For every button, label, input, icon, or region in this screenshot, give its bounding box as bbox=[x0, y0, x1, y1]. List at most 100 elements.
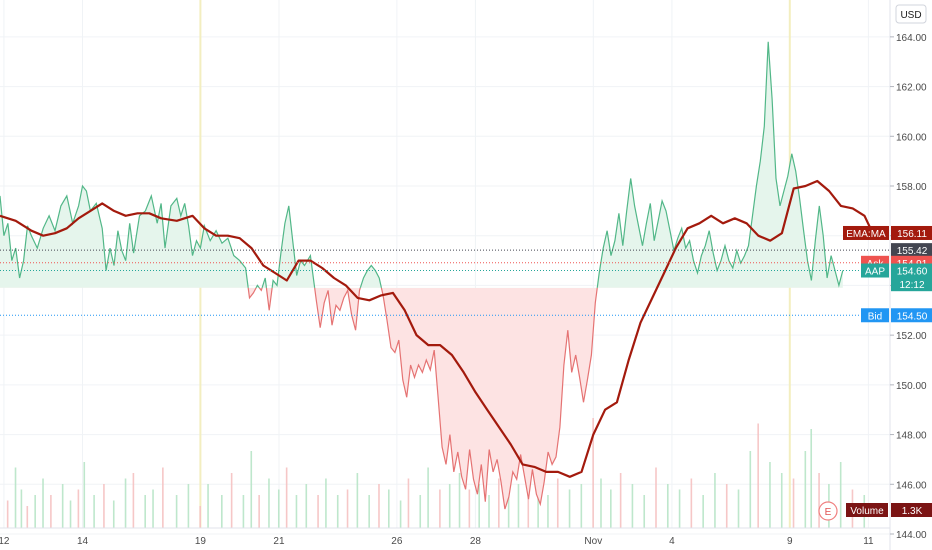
earnings-marker[interactable]: E bbox=[818, 501, 838, 521]
x-tick-label: 28 bbox=[470, 536, 482, 547]
volume-bar bbox=[277, 489, 280, 528]
price-tag-label: EMA:MA bbox=[846, 229, 886, 240]
x-tick-label: 12 bbox=[0, 536, 10, 547]
area-fill-above bbox=[0, 41, 843, 288]
x-tick-label: 21 bbox=[273, 536, 285, 547]
volume-bar bbox=[690, 478, 693, 528]
volume-bar bbox=[769, 462, 771, 528]
volume-bar bbox=[77, 489, 80, 528]
volume-bar bbox=[258, 495, 260, 528]
volume-bar bbox=[619, 473, 622, 528]
price-tag: 155.42 bbox=[891, 243, 932, 258]
volume-bar bbox=[478, 484, 480, 528]
volume-bar bbox=[714, 473, 716, 528]
volume-bar bbox=[725, 484, 728, 528]
volume-bar bbox=[643, 495, 646, 528]
volume-bar bbox=[547, 495, 549, 528]
volume-bar bbox=[93, 495, 95, 528]
volume-bar bbox=[325, 478, 327, 528]
y-tick-label: 148.00 bbox=[896, 431, 927, 442]
volume-bar bbox=[124, 478, 127, 528]
price-tag-box bbox=[891, 225, 932, 240]
volume-bar bbox=[792, 478, 795, 528]
volume-bar bbox=[678, 489, 681, 528]
currency-label: USD bbox=[900, 10, 921, 21]
volume-bar bbox=[592, 418, 594, 528]
volume-bar bbox=[317, 495, 319, 528]
volume-bar bbox=[580, 484, 583, 528]
volume-bar bbox=[537, 484, 539, 528]
ema-ma-path bbox=[0, 179, 872, 478]
currency-button[interactable]: USD bbox=[895, 4, 927, 24]
volume-bar bbox=[666, 484, 669, 528]
volume-bar bbox=[152, 489, 154, 528]
y-tick-label: 162.00 bbox=[896, 83, 927, 94]
x-tick-label: Nov bbox=[584, 536, 602, 547]
volume-bar bbox=[187, 484, 190, 528]
y-tick-label: 144.00 bbox=[896, 530, 927, 541]
volume-bar bbox=[103, 484, 105, 528]
volume-bar bbox=[399, 500, 402, 528]
volume-bar bbox=[517, 484, 520, 528]
volume-bar bbox=[83, 462, 86, 528]
volume-bar bbox=[144, 495, 146, 528]
volume-bar bbox=[295, 495, 298, 528]
price-lines bbox=[0, 41, 844, 510]
price-tag-box bbox=[891, 277, 932, 292]
volume-bar bbox=[50, 495, 52, 528]
x-tick-label: 4 bbox=[669, 536, 675, 547]
price-tag-box bbox=[891, 308, 932, 323]
price-tag: 156.11 EMA:MA bbox=[843, 225, 932, 240]
volume-bar bbox=[34, 495, 36, 528]
volume-tag-value: 1.3K bbox=[902, 506, 923, 517]
volume-bar bbox=[631, 484, 634, 528]
volume-bar bbox=[112, 500, 115, 528]
volume-bar bbox=[568, 489, 571, 528]
volume-bar bbox=[498, 478, 500, 528]
volume-bar bbox=[458, 473, 461, 528]
y-tick-label: 158.00 bbox=[896, 182, 927, 193]
x-tick-label: 11 bbox=[863, 536, 874, 547]
volume-bar bbox=[26, 506, 29, 528]
x-tick-label: 14 bbox=[77, 536, 89, 547]
volume-tag-value-box bbox=[891, 503, 932, 517]
volume-bar bbox=[407, 478, 410, 528]
y-tick-label: 146.00 bbox=[896, 480, 927, 491]
volume-bar bbox=[757, 423, 759, 528]
volume-bar bbox=[175, 495, 178, 528]
y-tick-label: 160.00 bbox=[896, 132, 927, 143]
volume-bar bbox=[346, 489, 349, 528]
volume-bar bbox=[702, 495, 704, 528]
price-line-below bbox=[247, 287, 598, 510]
volume-bar bbox=[810, 429, 813, 528]
price-tag-label-box bbox=[861, 308, 889, 323]
volume-bar bbox=[804, 451, 807, 528]
price-tag-label-box bbox=[843, 225, 889, 240]
volume-bar bbox=[268, 478, 270, 528]
volume-bar bbox=[368, 495, 370, 528]
volume-bar bbox=[305, 484, 308, 528]
x-tick-label: 19 bbox=[195, 536, 207, 547]
earnings-letter: E bbox=[825, 507, 832, 518]
price-tag: 154.60 AAP bbox=[861, 263, 932, 278]
price-tag: 12:12 bbox=[891, 277, 932, 292]
volume-bar bbox=[378, 484, 380, 528]
volume-bar bbox=[488, 495, 490, 528]
volume-bar bbox=[610, 489, 612, 528]
volume-bar bbox=[780, 473, 783, 528]
y-tick-label: 150.00 bbox=[896, 381, 927, 392]
volume-bar bbox=[20, 489, 23, 528]
volume-bar bbox=[69, 500, 72, 528]
volume-bar bbox=[655, 467, 657, 528]
area-fill-below bbox=[248, 287, 598, 510]
volume-bar bbox=[207, 484, 209, 528]
y-tick-label: 152.00 bbox=[896, 331, 927, 342]
price-tag-label-box bbox=[861, 263, 889, 278]
price-tags: 156.11EMA:MA155.42154.91Ask154.60AAP12:1… bbox=[0, 225, 932, 517]
volume-bar bbox=[419, 495, 422, 528]
time-axis[interactable]: 12 14 19 21 26 28 Nov 4 9 11 bbox=[0, 527, 890, 547]
volume-bar bbox=[42, 478, 44, 528]
y-tick-label: 164.00 bbox=[896, 33, 927, 44]
volume-bar bbox=[14, 467, 17, 528]
